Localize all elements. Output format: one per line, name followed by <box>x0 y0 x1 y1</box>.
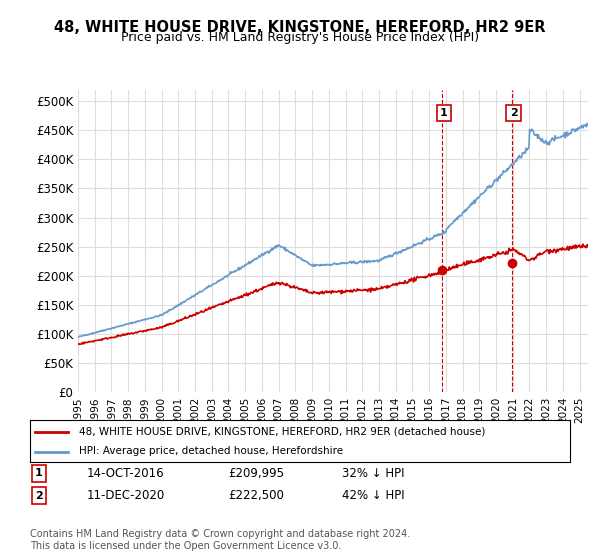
Text: 2: 2 <box>35 491 43 501</box>
Text: 2: 2 <box>510 108 517 118</box>
Text: 48, WHITE HOUSE DRIVE, KINGSTONE, HEREFORD, HR2 9ER (detached house): 48, WHITE HOUSE DRIVE, KINGSTONE, HEREFO… <box>79 427 485 437</box>
Text: Contains HM Land Registry data © Crown copyright and database right 2024.
This d: Contains HM Land Registry data © Crown c… <box>30 529 410 551</box>
Text: 11-DEC-2020: 11-DEC-2020 <box>87 489 165 502</box>
Text: 32% ↓ HPI: 32% ↓ HPI <box>342 466 404 480</box>
Text: 42% ↓ HPI: 42% ↓ HPI <box>342 489 404 502</box>
Text: 48, WHITE HOUSE DRIVE, KINGSTONE, HEREFORD, HR2 9ER: 48, WHITE HOUSE DRIVE, KINGSTONE, HEREFO… <box>54 20 546 35</box>
Text: 1: 1 <box>35 468 43 478</box>
Text: 1: 1 <box>440 108 448 118</box>
Text: £209,995: £209,995 <box>228 466 284 480</box>
Text: HPI: Average price, detached house, Herefordshire: HPI: Average price, detached house, Here… <box>79 446 343 456</box>
Text: 14-OCT-2016: 14-OCT-2016 <box>87 466 164 480</box>
Text: Price paid vs. HM Land Registry's House Price Index (HPI): Price paid vs. HM Land Registry's House … <box>121 31 479 44</box>
Text: £222,500: £222,500 <box>228 489 284 502</box>
